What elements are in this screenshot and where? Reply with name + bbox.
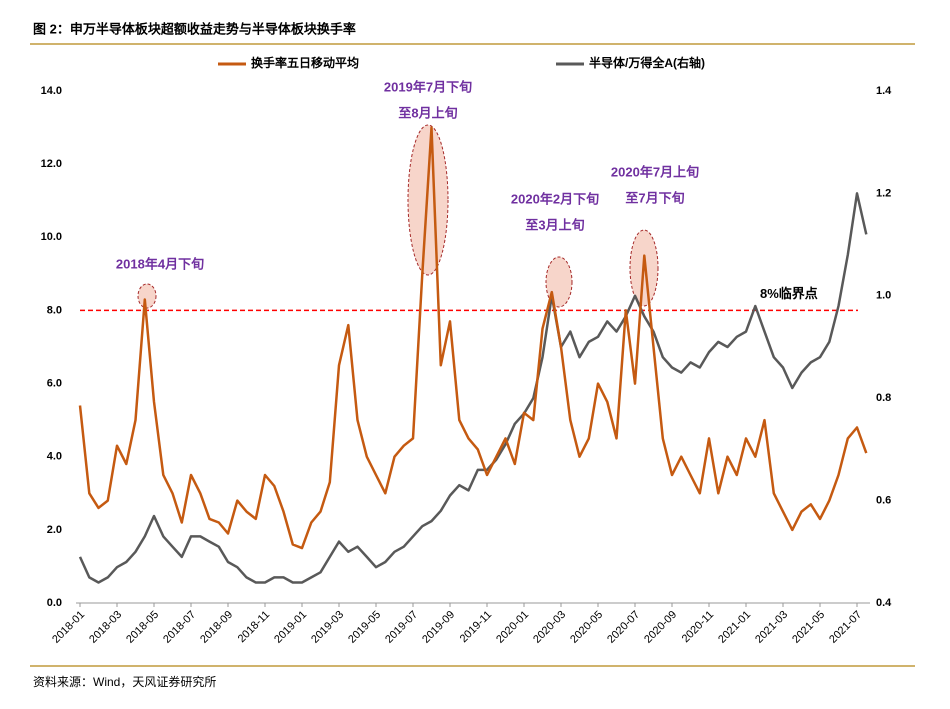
annotation: 2018年4月下旬: [116, 256, 204, 271]
y-tick-label: 4.0: [47, 451, 62, 463]
y2-tick-label: 0.8: [876, 392, 891, 404]
x-tick-label: 2020-03: [531, 609, 568, 646]
reference-label: 8%临界点: [760, 286, 818, 301]
annotation: 至3月上旬: [525, 217, 584, 232]
x-tick-label: 2018-01: [50, 609, 87, 646]
x-tick-label: 2021-03: [753, 609, 790, 646]
y-tick-label: 8.0: [47, 304, 62, 316]
x-tick-label: 2019-05: [346, 609, 383, 646]
chart-title: 图 2：申万半导体板块超额收益走势与半导体板块换手率: [33, 21, 356, 36]
x-tick-label: 2021-07: [827, 609, 864, 646]
x-tick-label: 2018-11: [236, 609, 272, 645]
y2-tick-label: 1.4: [876, 85, 892, 97]
highlight: [137, 283, 157, 309]
y2-tick-label: 1.2: [876, 187, 891, 199]
y-tick-label: 14.0: [41, 85, 62, 97]
y-tick-label: 6.0: [47, 377, 62, 389]
x-tick-label: 2020-09: [642, 609, 679, 646]
annotation: 至7月下旬: [625, 190, 684, 205]
legend-label: 半导体/万得全A(右轴): [589, 55, 705, 70]
annotation: 至8月上旬: [398, 105, 457, 120]
x-tick-label: 2018-07: [161, 609, 198, 646]
x-tick-label: 2018-03: [87, 609, 124, 646]
x-tick-label: 2020-07: [605, 609, 642, 646]
series-line: [78, 192, 868, 584]
annotation: 2019年7月下旬: [384, 79, 472, 94]
x-tick-label: 2021-05: [790, 609, 827, 646]
y-tick-label: 2.0: [47, 524, 62, 536]
x-tick-label: 2020-05: [568, 609, 605, 646]
x-tick-label: 2018-05: [124, 609, 161, 646]
x-tick-label: 2019-11: [458, 609, 494, 645]
y-tick-label: 10.0: [41, 231, 62, 243]
x-tick-label: 2021-01: [716, 609, 753, 646]
x-tick-label: 2020-01: [494, 609, 531, 646]
y2-tick-label: 0.6: [876, 495, 891, 507]
x-tick-label: 2019-07: [383, 609, 420, 646]
x-tick-label: 2018-09: [198, 609, 235, 646]
x-tick-label: 2020-11: [680, 609, 716, 645]
annotation: 2020年2月下旬: [511, 191, 599, 206]
series-line: [78, 126, 868, 550]
annotation: 2020年7月上旬: [611, 164, 699, 179]
x-tick-label: 2019-09: [420, 609, 457, 646]
y2-tick-label: 1.0: [876, 290, 891, 302]
y2-tick-label: 0.4: [876, 597, 892, 609]
x-tick-label: 2019-03: [309, 609, 346, 646]
y-tick-label: 12.0: [41, 158, 62, 170]
legend-label: 换手率五日移动平均: [251, 55, 359, 70]
source: 资料来源：Wind，天风证券研究所: [33, 674, 216, 689]
y-tick-label: 0.0: [47, 597, 62, 609]
x-tick-label: 2019-01: [272, 609, 309, 646]
